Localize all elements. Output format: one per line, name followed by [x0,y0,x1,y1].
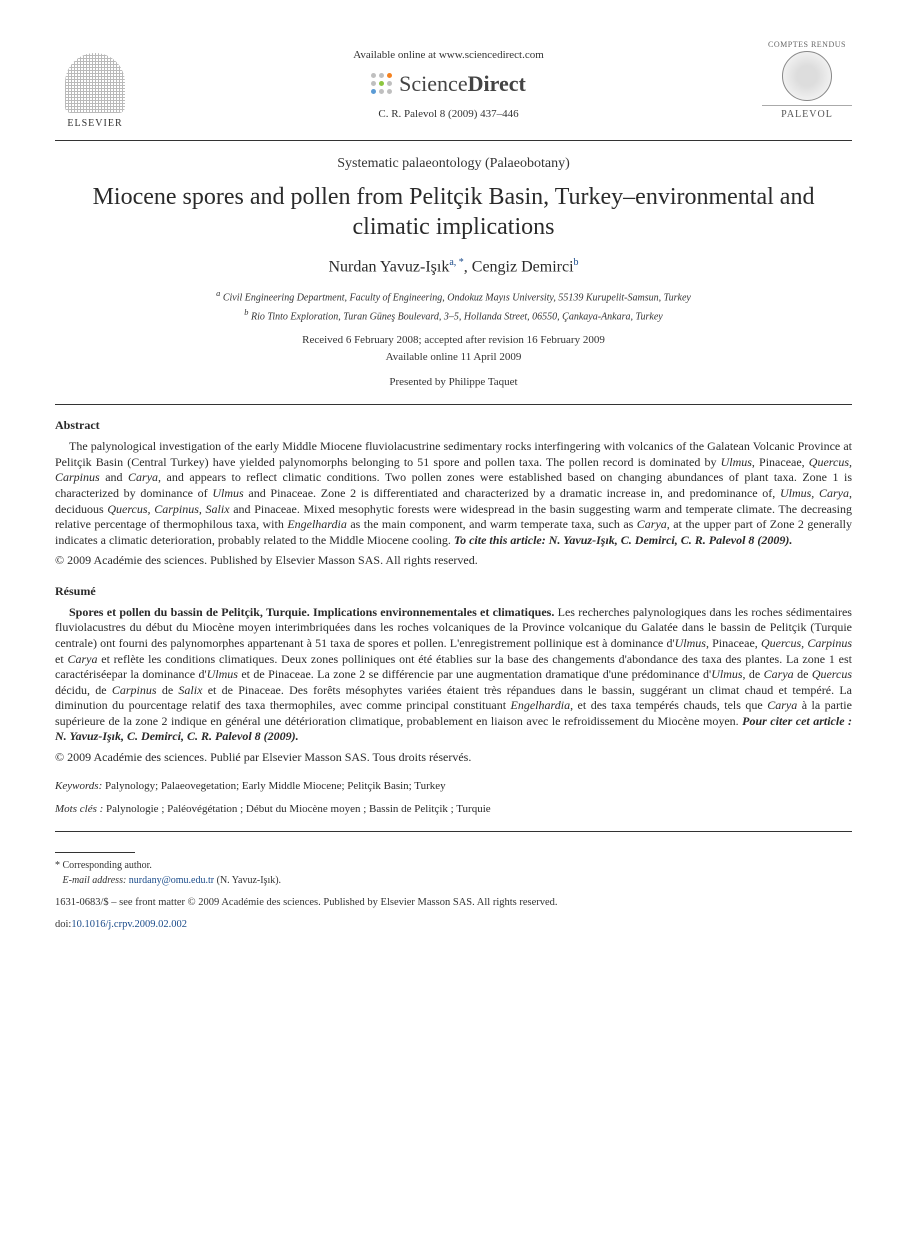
corresponding-text: Corresponding author. [63,860,152,871]
email-paren: (N. Yavuz-Işık). [214,875,281,886]
affiliation-a-text: Civil Engineering Department, Faculty of… [223,292,691,303]
author-sep: , [464,258,472,275]
email-link[interactable]: nurdany@omu.edu.tr [129,875,214,886]
sciencedirect-wordmark: ScienceDirect [399,69,526,99]
footnote-rule [55,852,135,853]
motscles-label: Mots clés : [55,803,103,815]
keywords-label: Keywords: [55,780,102,792]
author-2: Cengiz Demirci [472,258,574,275]
elsevier-logo: ELSEVIER [55,40,135,130]
journal-seal-icon [782,51,832,101]
received-date: Received 6 February 2008; accepted after… [55,333,852,348]
abstract-body: The palynological investigation of the e… [55,439,852,548]
resume-copyright: © 2009 Académie des sciences. Publié par… [55,749,852,765]
author-1: Nurdan Yavuz-Işık [328,258,449,275]
journal-logo: COMPTES RENDUS PALEVOL [762,40,852,121]
keywords-line: Keywords: Palynology; Palaeovegetation; … [55,779,852,794]
presented-by: Presented by Philippe Taquet [55,375,852,390]
resume-heading: Résumé [55,583,852,599]
resume-body: Spores et pollen du bassin de Pelitçik, … [55,605,852,745]
affiliation-a: a Civil Engineering Department, Faculty … [55,288,852,305]
sd-prefix: Science [399,71,467,96]
header-rule [55,140,852,141]
palevol-text: PALEVOL [762,105,852,122]
motscles-text: Palynologie ; Paléovégétation ; Début du… [103,803,490,815]
header-center: Available online at www.sciencedirect.co… [135,40,762,121]
citation-line: C. R. Palevol 8 (2009) 437–446 [135,107,762,122]
author-1-sup: a, * [449,257,463,268]
article-title: Miocene spores and pollen from Pelitçik … [55,182,852,242]
author-2-sup: b [574,257,579,268]
doi-label: doi: [55,919,71,930]
email-label: E-mail address: [63,875,127,886]
available-online-text: Available online at www.sciencedirect.co… [135,48,762,63]
keywords-text: Palynology; Palaeovegetation; Early Midd… [102,780,445,792]
keywords-rule [55,831,852,832]
doi-line: doi:10.1016/j.crpv.2009.02.002 [55,918,852,932]
resume-text: Spores et pollen du bassin de Pelitçik, … [55,605,852,745]
abstract-heading: Abstract [55,417,852,433]
abstract-copyright: © 2009 Académie des sciences. Published … [55,552,852,568]
elsevier-tree-icon [65,53,125,113]
issn-line: 1631-0683/$ – see front matter © 2009 Ac… [55,896,852,910]
section-heading: Systematic palaeontology (Palaeobotany) [55,155,852,174]
online-date: Available online 11 April 2009 [55,350,852,365]
sciencedirect-dots-icon [371,73,393,95]
affiliation-b-text: Rio Tinto Exploration, Turan Güneş Boule… [251,311,663,322]
doi-link[interactable]: 10.1016/j.crpv.2009.02.002 [71,919,187,930]
sd-suffix: Direct [468,71,526,96]
email-note: E-mail address: nurdany@omu.edu.tr (N. Y… [55,874,852,888]
motscles-line: Mots clés : Palynologie ; Paléovégétatio… [55,802,852,817]
corresponding-author-note: * Corresponding author. [55,859,852,873]
authors-line: Nurdan Yavuz-Işıka, *, Cengiz Demircib [55,256,852,278]
abstract-top-rule [55,404,852,405]
elsevier-text: ELSEVIER [67,117,122,131]
header-row: ELSEVIER Available online at www.science… [55,40,852,130]
affiliation-b: b Rio Tinto Exploration, Turan Güneş Bou… [55,307,852,324]
abstract-text: The palynological investigation of the e… [55,439,852,548]
comptes-rendus-text: COMPTES RENDUS [768,40,846,51]
sciencedirect-logo: ScienceDirect [135,69,762,99]
